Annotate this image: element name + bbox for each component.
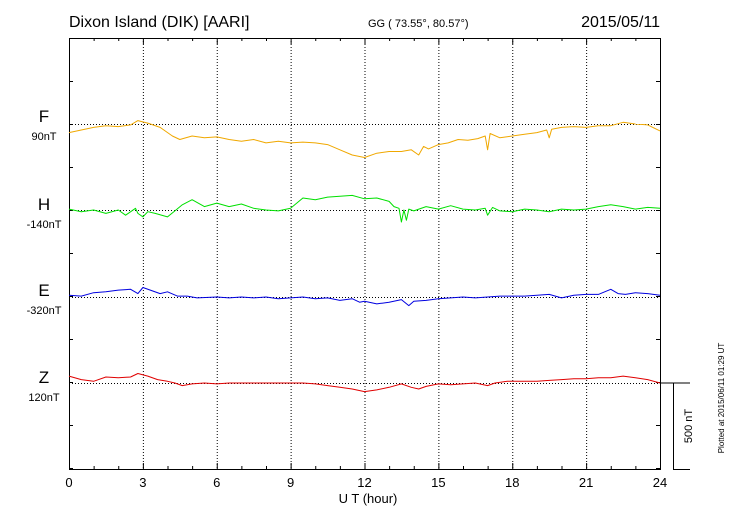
series-lines [68, 120, 661, 393]
scale-bar-label: 500 nT [683, 409, 695, 444]
plotted-timestamp: Plotted at 2015/06/11 01:29 UT [717, 343, 726, 454]
x-tick-label-15: 15 [431, 475, 445, 490]
series-name-Z: Z [39, 368, 49, 387]
station-coordinates: GG ( 73.55°, 80.57°) [368, 18, 469, 30]
grid-vertical [142, 38, 588, 469]
x-tick-label-12: 12 [357, 475, 371, 490]
x-axis-tick-labels: 0 3 6 9 12 15 18 21 24 [65, 475, 667, 490]
series-line-F [68, 120, 661, 158]
scale-bar: 500 nT [660, 382, 695, 470]
x-tick-label-18: 18 [505, 475, 519, 490]
series-name-E: E [38, 281, 49, 300]
x-axis-label: U T (hour) [339, 491, 398, 506]
series-name-F: F [39, 107, 49, 126]
x-tick-label-6: 6 [213, 475, 220, 490]
series-baseline-E: -320nT [27, 305, 62, 317]
series-labels: F 90nT H -140nT E -320nT Z 120nT [27, 107, 62, 404]
x-tick-label-0: 0 [65, 475, 72, 490]
series-baseline-H: -140nT [27, 219, 62, 231]
series-baseline-F: 90nT [31, 131, 56, 143]
x-tick-label-24: 24 [653, 475, 667, 490]
series-line-E [68, 287, 661, 307]
x-tick-label-9: 9 [287, 475, 294, 490]
series-line-Z [68, 373, 661, 393]
series-baseline-Z: 120nT [28, 392, 59, 404]
x-axis-ticks [69, 38, 661, 469]
record-date: 2015/05/11 [581, 14, 660, 31]
station-title: Dixon Island (DIK) [AARI] [69, 14, 250, 31]
x-tick-label-3: 3 [139, 475, 146, 490]
series-line-H [68, 194, 661, 223]
series-name-H: H [38, 195, 50, 214]
x-tick-label-21: 21 [579, 475, 593, 490]
